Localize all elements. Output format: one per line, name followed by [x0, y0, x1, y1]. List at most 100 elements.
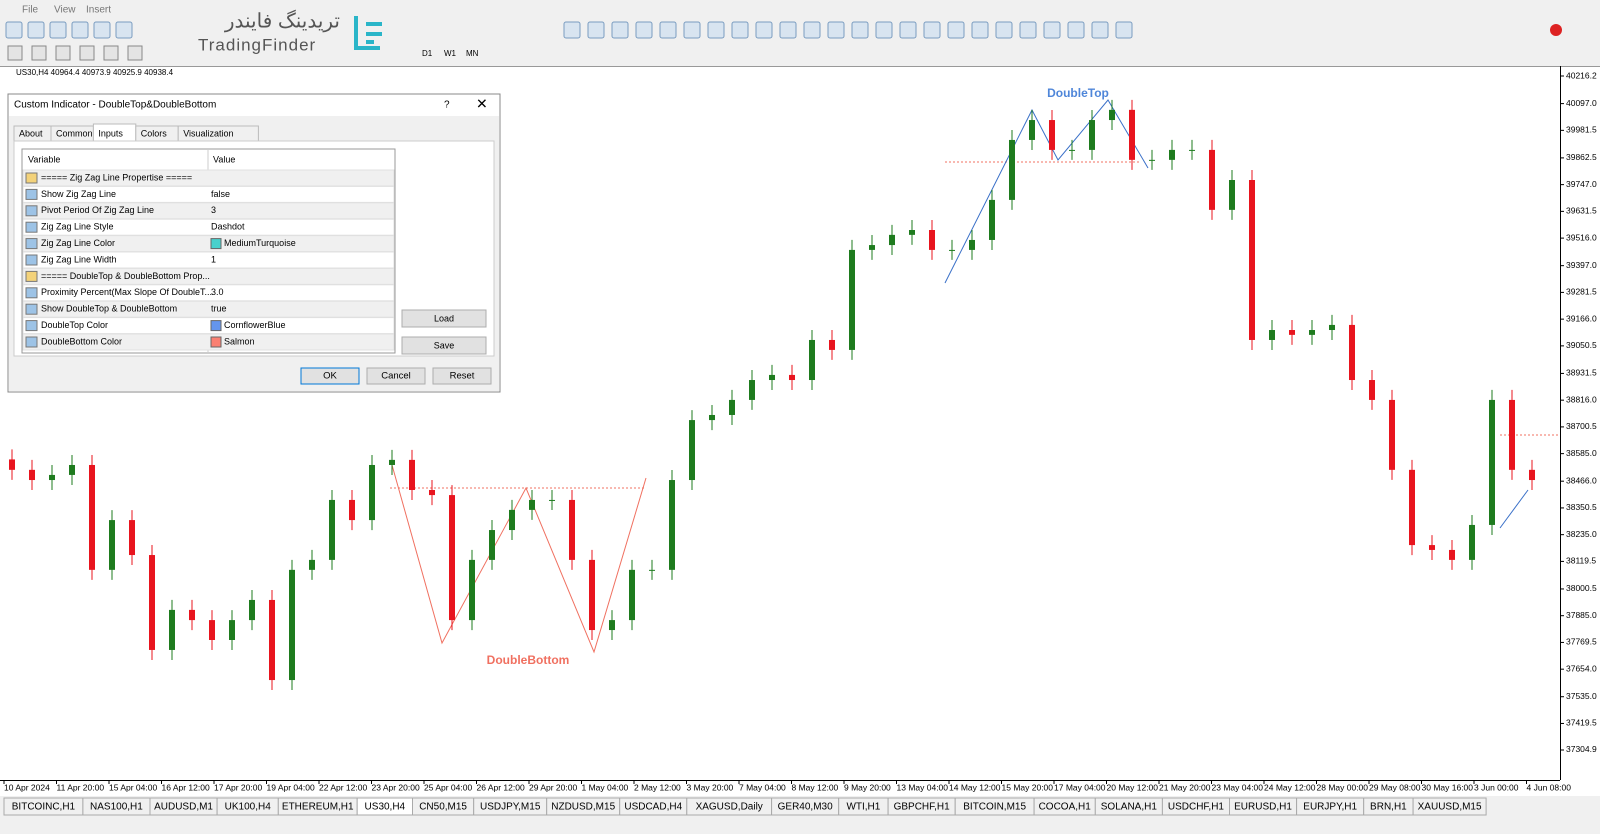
y-tick-label: 38119.5	[1566, 556, 1596, 566]
menu-item[interactable]: File	[22, 5, 39, 16]
dialog-button-label[interactable]: Cancel	[381, 371, 411, 382]
symbol-tab-label[interactable]: EURJPY,H1	[1303, 802, 1357, 813]
alert-icon[interactable]	[1550, 24, 1562, 36]
symbol-tab-label[interactable]: USDJPY,M15	[480, 802, 541, 813]
symbol-tab-label[interactable]: COCOA,H1	[1039, 802, 1092, 813]
symbol-tab-label[interactable]: SOLANA,H1	[1101, 802, 1158, 813]
candle-body	[1409, 469, 1415, 546]
tool-button[interactable]	[31, 45, 47, 61]
dialog-tab-label[interactable]: About	[19, 128, 43, 138]
dialog-tab-label[interactable]: Visualization	[183, 128, 233, 138]
dialog-tab-label[interactable]: Inputs	[98, 128, 123, 138]
help-button[interactable]: ?	[444, 100, 450, 111]
symbol-tab-label[interactable]: NZDUSD,M15	[551, 802, 615, 813]
tool-button[interactable]	[7, 45, 23, 61]
x-tick-label: 19 Apr 04:00	[267, 782, 315, 792]
x-tick-label: 11 Apr 20:00	[57, 782, 105, 792]
candle-body	[1129, 109, 1135, 160]
toolbar-button[interactable]	[93, 21, 111, 39]
toolbar-button[interactable]	[1043, 21, 1061, 39]
chart: 40216.2 40097.0 39981.5 39862.5 39747.0 39631…	[3, 70, 1597, 792]
symbol-tab-label[interactable]: GER40,M30	[778, 802, 833, 813]
toolbar-button[interactable]	[755, 21, 773, 39]
symbol-tab-label[interactable]: BRN,H1	[1370, 802, 1407, 813]
toolbar-button[interactable]	[49, 21, 67, 39]
symbol-tab-label[interactable]: AUDUSD,M1	[154, 802, 213, 813]
symbol-tab-label[interactable]: USDCAD,H4	[624, 802, 682, 813]
symbol-tab-label[interactable]: GBPCHF,H1	[894, 802, 951, 813]
toolbar-button[interactable]	[71, 21, 89, 39]
menu-item[interactable]: View	[54, 5, 76, 16]
timeframe-button[interactable]: W1	[444, 49, 457, 58]
tool-button[interactable]	[79, 45, 95, 61]
candle-body	[1269, 330, 1275, 340]
toolbar-button[interactable]	[1067, 21, 1085, 39]
toolbar-button[interactable]	[1115, 21, 1133, 39]
symbol-tab-label[interactable]: EURUSD,H1	[1234, 802, 1292, 813]
toolbar-button[interactable]	[27, 21, 45, 39]
toolbar-button[interactable]	[635, 21, 653, 39]
symbol-tab-label[interactable]: BITCOIN,M15	[963, 802, 1026, 813]
x-tick-label: 26 Apr 12:00	[477, 782, 525, 792]
toolbar-button[interactable]	[1019, 21, 1037, 39]
symbol-tab-label[interactable]: WTI,H1	[846, 802, 880, 813]
symbol-tab-label[interactable]: US30,H4	[365, 802, 406, 813]
toolbar-button[interactable]	[827, 21, 845, 39]
dialog-button-label[interactable]: Reset	[450, 371, 475, 382]
tool-button[interactable]	[103, 45, 119, 61]
symbol-tab-label[interactable]: UK100,H4	[225, 802, 272, 813]
x-tick-label: 29 May 08:00	[1369, 782, 1421, 792]
row-bg[interactable]	[22, 333, 395, 351]
toolbar-button[interactable]	[5, 21, 23, 39]
close-button[interactable]: ✕	[476, 96, 488, 112]
symbol-tab[interactable]	[1412, 797, 1487, 816]
y-tick-label: 38816.0	[1566, 394, 1597, 404]
side-button-label[interactable]: Load	[434, 313, 454, 323]
dialog-button-label[interactable]: OK	[323, 371, 337, 382]
dialog-tab-label[interactable]: Common	[56, 128, 93, 138]
row-icon	[25, 270, 38, 282]
side-button[interactable]	[401, 336, 487, 355]
timeframe-button[interactable]: MN	[466, 49, 479, 58]
dialog-button[interactable]	[366, 367, 426, 385]
symbol-tab-label[interactable]: CN50,M15	[419, 802, 467, 813]
toolbar-button[interactable]	[731, 21, 749, 39]
toolbar-button[interactable]	[563, 21, 581, 39]
toolbar-button[interactable]	[683, 21, 701, 39]
symbol-tab-label[interactable]: ETHEREUM,H1	[282, 802, 354, 813]
symbol-tab-label[interactable]: NAS100,H1	[90, 802, 143, 813]
symbol-tab-label[interactable]: BITCOINC,H1	[12, 802, 76, 813]
toolbar-button[interactable]	[923, 21, 941, 39]
toolbar-button[interactable]	[707, 21, 725, 39]
toolbar-button[interactable]	[803, 21, 821, 39]
toolbar-button[interactable]	[947, 21, 965, 39]
toolbar-button[interactable]	[611, 21, 629, 39]
menu-item[interactable]: Insert	[86, 5, 111, 16]
timeframe-button[interactable]: D1	[422, 49, 433, 58]
tool-button[interactable]	[127, 45, 143, 61]
toolbar-button[interactable]	[875, 21, 893, 39]
x-tick-label: 9 May 20:00	[844, 782, 891, 792]
side-button[interactable]	[401, 309, 487, 328]
dialog-button[interactable]	[300, 367, 360, 385]
symbol-tab-label[interactable]: XAUUSD,M15	[1418, 802, 1482, 813]
side-button-label[interactable]: Save	[434, 340, 455, 350]
row-icon	[25, 336, 38, 348]
toolbar-button[interactable]	[971, 21, 989, 39]
toolbar-button[interactable]	[899, 21, 917, 39]
x-tick-label: 10 Apr 2024	[4, 782, 50, 792]
row-icon	[25, 238, 38, 250]
toolbar-button[interactable]	[995, 21, 1013, 39]
toolbar-button[interactable]	[115, 21, 133, 39]
toolbar-button[interactable]	[659, 21, 677, 39]
toolbar-button[interactable]	[851, 21, 869, 39]
toolbar-button[interactable]	[779, 21, 797, 39]
dialog-button[interactable]	[432, 367, 492, 385]
symbol-tab-label[interactable]: XAGUSD,Daily	[696, 802, 763, 813]
toolbar-button[interactable]	[1091, 21, 1109, 39]
symbol-tab-label[interactable]: USDCHF,H1	[1168, 802, 1225, 813]
dialog-tab-label[interactable]: Colors	[141, 128, 168, 138]
toolbar-button[interactable]	[587, 21, 605, 39]
candle-body	[469, 559, 475, 621]
tool-button[interactable]	[55, 45, 71, 61]
